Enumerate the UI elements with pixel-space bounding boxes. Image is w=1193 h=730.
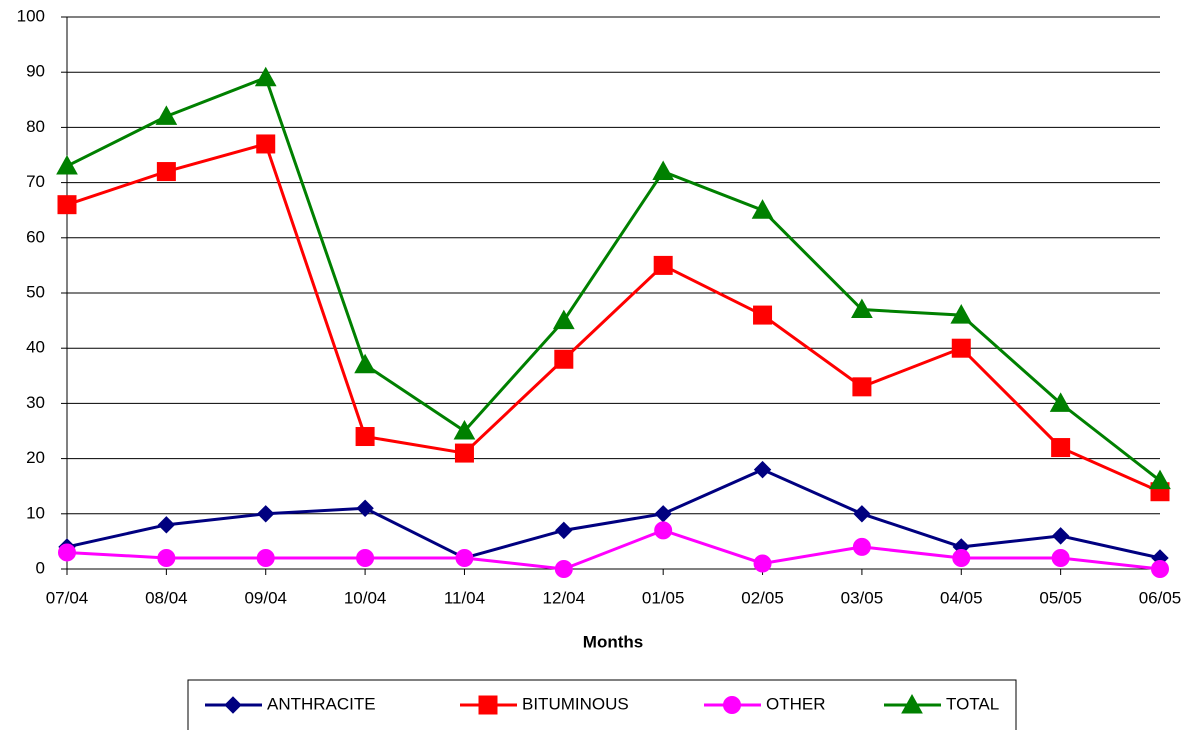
data-point	[653, 255, 673, 275]
data-point	[951, 338, 971, 358]
y-tick-label: 100	[17, 6, 45, 25]
y-tick-label: 40	[26, 338, 45, 357]
y-tick-label: 90	[26, 62, 45, 81]
x-tick-label: 02/05	[741, 588, 784, 607]
data-point	[256, 134, 276, 154]
data-point	[554, 560, 573, 578]
data-point	[654, 521, 673, 540]
data-point	[1151, 560, 1169, 578]
x-tick-label: 06/05	[1139, 588, 1182, 607]
data-point	[256, 548, 275, 567]
data-point	[157, 548, 176, 567]
data-point	[753, 305, 773, 325]
data-point	[753, 460, 772, 479]
y-tick-label: 0	[36, 558, 45, 577]
y-tick-label: 80	[26, 117, 45, 136]
x-tick-label: 08/04	[145, 588, 188, 607]
data-point	[356, 548, 375, 567]
data-point	[1051, 527, 1070, 545]
data-point	[354, 353, 376, 374]
y-tick-label: 70	[26, 172, 45, 191]
series-line	[66, 142, 1161, 494]
x-tick-label: 07/04	[46, 588, 89, 607]
data-point	[554, 349, 574, 369]
legend-marker	[901, 693, 923, 714]
data-point	[356, 499, 374, 517]
data-point	[355, 427, 375, 447]
y-tick-label: 20	[26, 448, 45, 467]
y-tick-label: 50	[26, 282, 45, 301]
legend-label: OTHER	[766, 694, 826, 713]
data-point	[1051, 548, 1070, 567]
data-point	[950, 304, 973, 324]
y-tick-label: 30	[26, 393, 45, 412]
legend-label: ANTHRACITE	[267, 694, 376, 713]
legend-label: TOTAL	[946, 694, 999, 713]
data-point	[155, 105, 178, 125]
y-tick-label: 60	[26, 227, 45, 246]
data-point	[56, 155, 78, 175]
x-tick-label: 09/04	[244, 588, 287, 607]
series-line	[66, 467, 1161, 560]
data-point	[257, 505, 275, 523]
data-point	[453, 419, 476, 440]
data-point	[652, 160, 675, 181]
data-point	[1149, 469, 1171, 490]
data-point	[552, 309, 575, 330]
x-tick-label: 10/04	[344, 588, 387, 607]
data-point	[654, 505, 672, 523]
data-point	[57, 195, 77, 215]
data-point	[751, 199, 774, 219]
data-point	[254, 66, 277, 87]
data-point	[853, 505, 871, 523]
x-axis-title: Months	[583, 632, 643, 651]
data-point	[156, 162, 176, 182]
data-point	[555, 521, 573, 540]
series-line	[66, 528, 1161, 571]
legend-label: BITUMINOUS	[522, 694, 629, 713]
series-line	[66, 75, 1161, 482]
legend-marker	[224, 696, 242, 714]
data-point	[852, 537, 871, 556]
data-point	[455, 548, 474, 567]
legend-marker	[723, 696, 741, 714]
data-point	[58, 543, 76, 562]
x-tick-label: 05/05	[1039, 588, 1082, 607]
data-point	[1049, 392, 1072, 412]
data-point	[157, 516, 176, 534]
x-tick-label: 12/04	[543, 588, 586, 607]
y-tick-label: 10	[26, 503, 45, 522]
x-tick-label: 01/05	[642, 588, 685, 607]
data-point	[753, 554, 772, 573]
data-point	[852, 377, 872, 397]
legend-box	[187, 679, 1017, 730]
legend-marker	[478, 695, 498, 715]
x-tick-label: 04/05	[940, 588, 983, 607]
x-tick-label: 11/04	[444, 588, 485, 607]
data-point	[1051, 438, 1071, 458]
data-point	[952, 548, 971, 567]
x-tick-label: 03/05	[841, 588, 884, 607]
data-point	[851, 298, 873, 319]
data-point	[454, 443, 474, 463]
